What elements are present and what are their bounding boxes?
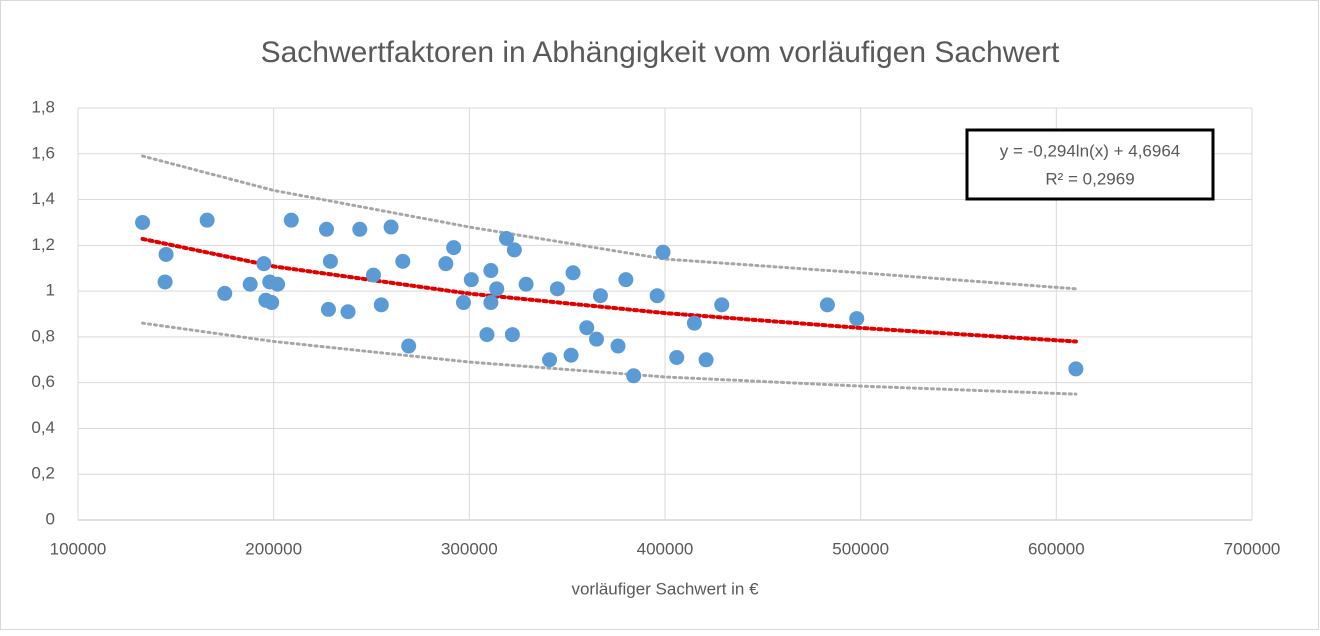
data-point [579, 320, 595, 336]
data-point [489, 281, 505, 297]
data-point [669, 349, 685, 365]
x-tick-label: 400000 [637, 539, 694, 558]
data-point [135, 214, 151, 230]
y-tick-label: 1,4 [31, 189, 55, 208]
data-point [563, 347, 579, 363]
x-tick-label: 700000 [1224, 539, 1281, 558]
data-point [352, 221, 368, 237]
data-point [655, 244, 671, 260]
data-point [849, 311, 865, 327]
data-point [158, 246, 174, 262]
x-tick-label: 100000 [50, 539, 107, 558]
x-tick-label: 500000 [832, 539, 889, 558]
data-point [320, 301, 336, 317]
data-point [199, 212, 215, 228]
y-tick-label: 0,4 [31, 418, 55, 437]
data-point [463, 272, 479, 288]
data-point [549, 281, 565, 297]
data-point [157, 274, 173, 290]
data-point [819, 297, 835, 313]
data-point [373, 297, 389, 313]
data-point [322, 253, 338, 269]
data-point [283, 212, 299, 228]
y-tick-label: 1,2 [31, 235, 55, 254]
equation-box [965, 128, 1215, 201]
data-point [649, 288, 665, 304]
data-point [395, 253, 411, 269]
y-tick-label: 0,2 [31, 464, 55, 483]
data-point [610, 338, 626, 354]
data-point [714, 297, 730, 313]
y-tick-label: 0 [46, 509, 55, 528]
data-point [383, 219, 399, 235]
data-point [504, 327, 520, 343]
data-point [698, 352, 714, 368]
data-point [340, 304, 356, 320]
data-point [542, 352, 558, 368]
data-point [686, 315, 702, 331]
y-tick-label: 1,6 [31, 143, 55, 162]
data-point [479, 327, 495, 343]
y-tick-label: 1 [46, 281, 55, 300]
data-point [217, 285, 233, 301]
x-axis-label: vorläufiger Sachwert in € [571, 579, 759, 598]
data-point [565, 265, 581, 281]
r-squared: R² = 0,2969 [1045, 169, 1134, 188]
data-point [589, 331, 605, 347]
data-point [483, 295, 499, 311]
data-point [455, 295, 471, 311]
x-tick-label: 600000 [1028, 539, 1085, 558]
data-point [506, 242, 522, 258]
equation: y = -0,294ln(x) + 4,6964 [1000, 141, 1181, 160]
data-point [626, 368, 642, 384]
data-point [446, 240, 462, 256]
data-point [401, 338, 417, 354]
data-point [483, 263, 499, 279]
data-point [264, 295, 280, 311]
data-point [1068, 361, 1084, 377]
data-point [438, 256, 454, 272]
data-point [365, 267, 381, 283]
data-point [242, 276, 258, 292]
trendline [140, 236, 1078, 344]
chart-title: Sachwertfaktoren in Abhängigkeit vom vor… [261, 36, 1060, 69]
data-point [318, 221, 334, 237]
trendline [141, 321, 1078, 396]
data-point [499, 230, 515, 246]
x-tick-label: 200000 [245, 539, 302, 558]
y-tick-label: 1,8 [31, 97, 55, 116]
y-tick-label: 0,6 [31, 372, 55, 391]
data-point [618, 272, 634, 288]
x-tick-label: 300000 [441, 539, 498, 558]
data-point [270, 276, 286, 292]
data-point [518, 276, 534, 292]
trendline [141, 154, 1078, 291]
y-tick-label: 0,8 [31, 326, 55, 345]
data-point [592, 288, 608, 304]
data-point [256, 256, 272, 272]
